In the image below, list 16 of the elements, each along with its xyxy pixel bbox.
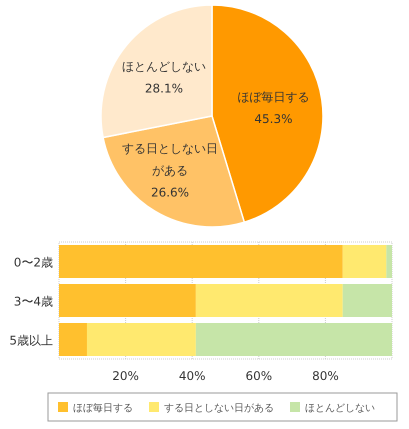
data-label: 28.1%	[144, 82, 184, 96]
legend-label: する日としない日がある	[164, 403, 274, 414]
slice-label: ほとんどしない	[122, 60, 206, 74]
legend-label: ほぼ毎日する	[73, 402, 133, 414]
data-label: 26.6%	[150, 185, 190, 200]
x-tick-label: 80%	[312, 369, 339, 383]
data-label: 45.3%	[254, 112, 293, 126]
x-tick-label: 20%	[112, 369, 139, 383]
y-tick-label: 0〜2歳	[14, 256, 53, 270]
y-tick-label: 5歳以上	[9, 334, 53, 348]
x-tick-label: 60%	[245, 369, 272, 383]
slice-label: する日としない日がある	[122, 141, 218, 178]
x-tick-label: 40%	[178, 369, 206, 383]
y-tick-label: 3〜4歳	[14, 294, 53, 308]
legend-label: ほとんどしない	[305, 403, 375, 414]
slice-label: ほぼ毎日する	[237, 90, 310, 104]
